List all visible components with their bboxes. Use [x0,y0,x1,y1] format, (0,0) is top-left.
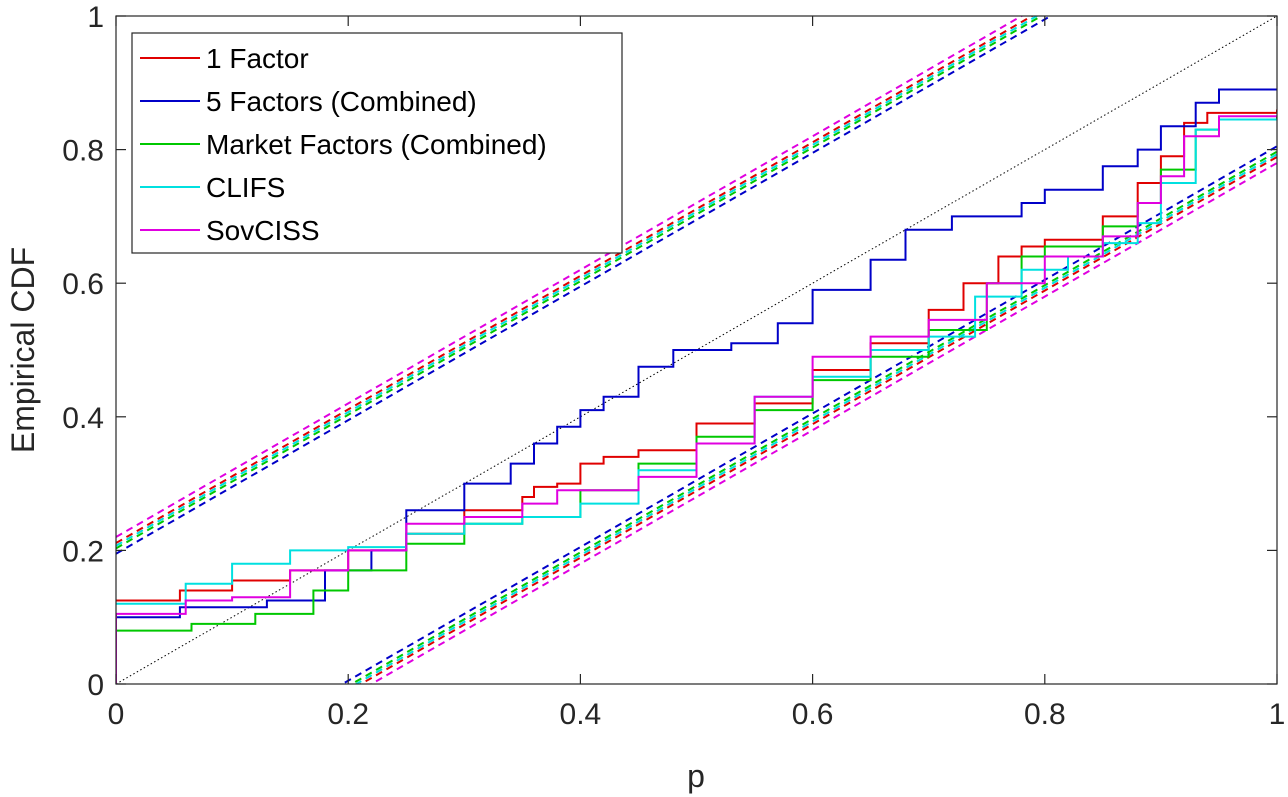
legend-box [131,32,623,254]
confidence-bands [116,16,1277,684]
legend-label-0: 1 Factor [206,43,309,74]
x-tick-label-0: 0 [108,698,125,731]
y-tick-label-2: 0.4 [62,402,104,435]
y-tick-label-0: 0 [87,669,104,702]
x-tick-label-2: 0.4 [560,698,602,731]
x-tick-label-5: 1 [1269,698,1286,731]
reference-line-group [116,16,1277,684]
legend-label-3: CLIFS [206,172,285,203]
y-tick-label-4: 0.8 [62,135,104,168]
y-axis-label: Empirical CDF [5,247,41,453]
band-lower-line-2 [354,153,1277,684]
legend-label-2: Market Factors (Combined) [206,129,547,160]
legend: 1 Factor 5 Factors (Combined) Market Facto… [131,32,623,254]
x-tick-label-3: 0.6 [792,698,834,731]
y-tick-label-1: 0.2 [62,535,104,568]
legend-label-1: 5 Factors (Combined) [206,86,477,117]
band-lower-line-3 [358,156,1277,684]
y-tick-label-3: 0.6 [62,268,104,301]
axis-ticks: 0 0.2 0.4 0.6 0.8 1 0 0.2 0.4 0.6 0.8 1 [62,1,1285,731]
band-lower-line-4 [369,162,1277,684]
band-lower-line-1 [349,150,1277,684]
series-line-4 [116,115,1277,615]
legend-label-4: SovCISS [206,215,320,246]
x-tick-label-4: 0.8 [1024,698,1066,731]
x-tick-label-1: 0.2 [327,698,369,731]
y-tick-label-5: 1 [87,1,104,34]
plot-frame [115,15,1278,685]
series-lines [116,88,1277,684]
band-lower-line-0 [340,145,1277,684]
reference-diagonal-line [116,16,1277,684]
x-axis-label: p [687,758,705,794]
